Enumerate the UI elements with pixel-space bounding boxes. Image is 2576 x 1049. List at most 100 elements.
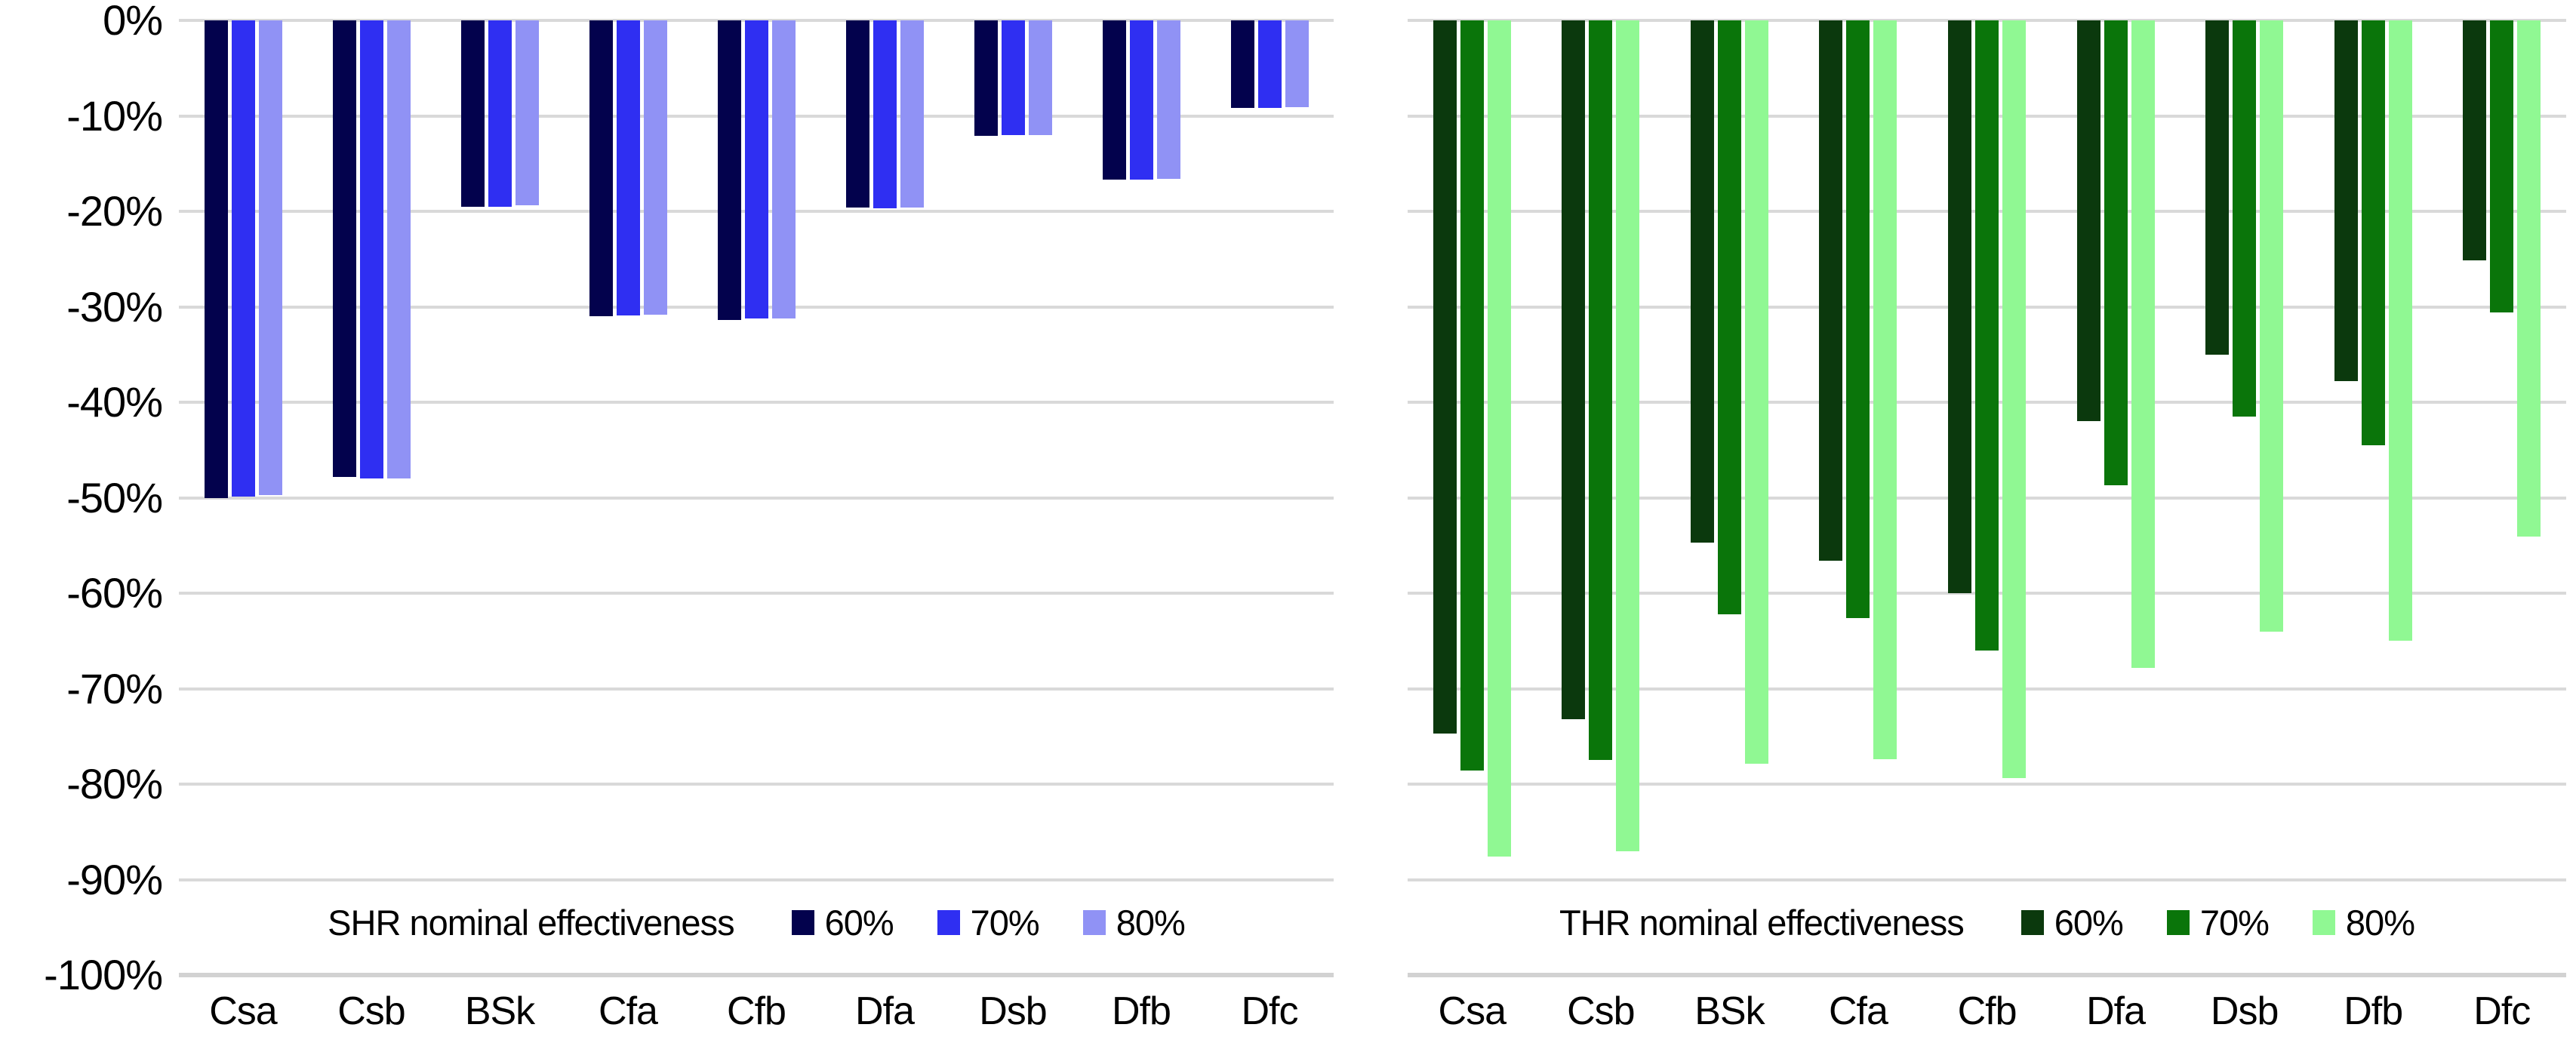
thr-bar-Cfb-70pct xyxy=(1975,20,1999,651)
thr-bar-Cfb-80pct xyxy=(2002,20,2027,779)
thr-legend-item-80pct: 80% xyxy=(2312,902,2415,943)
thr-bar-Csb-70pct xyxy=(1589,20,1613,761)
thr-group-Dfb xyxy=(2309,20,2438,975)
y-tick-label--20pct: -20% xyxy=(66,187,163,235)
thr-bar-Csb-60pct xyxy=(1562,20,1586,719)
thr-group-Cfb xyxy=(1922,20,2051,975)
shr-legend-item-70pct: 70% xyxy=(937,902,1040,943)
thr-legend: THR nominal effectiveness 60% 70% 80% xyxy=(1408,902,2566,943)
thr-x-label-BSk: BSk xyxy=(1694,989,1765,1033)
thr-bar-Dsb-80pct xyxy=(2260,20,2284,632)
shr-bar-Csa-70pct xyxy=(231,20,255,497)
shr-legend-item-60pct: 60% xyxy=(791,902,894,943)
thr-bar-Csb-80pct xyxy=(1616,20,1640,851)
gridline--70pct xyxy=(179,687,1334,691)
thr-bar-Dfc-80pct xyxy=(2517,20,2541,537)
shr-legend-label-60pct: 60% xyxy=(824,903,894,943)
shr-legend-item-80pct: 80% xyxy=(1082,902,1186,943)
thr-legend-item-60pct: 60% xyxy=(2020,902,2124,943)
y-tick-label--40pct: -40% xyxy=(66,378,163,426)
thr-group-Cfa xyxy=(1794,20,1923,975)
shr-y-axis: 0% -10% -20% -30% -40% -50% -60% -70% -80% -90% -1… xyxy=(0,0,163,1049)
shr-group-Dfc xyxy=(1205,20,1334,975)
shr-bar-BSk-70pct xyxy=(488,20,512,207)
shr-bar-Csb-80pct xyxy=(386,20,411,479)
thr-bar-Csa-60pct xyxy=(1433,20,1457,734)
thr-bar-Dfb-60pct xyxy=(2334,20,2358,382)
thr-x-label-Dsb: Dsb xyxy=(2210,989,2279,1033)
shr-bar-Dfa-60pct xyxy=(845,20,869,208)
shr-bar-Dfb-70pct xyxy=(1129,20,1153,180)
y-tick-label--100pct: -100% xyxy=(44,951,163,998)
shr-legend-items: 60% 70% 80% xyxy=(791,902,1186,943)
thr-group-Dfc xyxy=(2438,20,2567,975)
thr-x-label-Csa: Csa xyxy=(1438,989,1507,1033)
gridline--80pct xyxy=(1408,783,2566,786)
shr-plot-area: SHR nominal effectiveness 60% 70% 80% xyxy=(179,19,1334,977)
y-tick-label--30pct: -30% xyxy=(66,282,163,331)
y-tick-label--90pct: -90% xyxy=(66,855,163,903)
shr-bar-Dfc-70pct xyxy=(1257,20,1282,109)
thr-bar-Dfa-70pct xyxy=(2104,20,2128,486)
shr-legend-swatch-60pct xyxy=(791,910,814,935)
thr-legend-label-60pct: 60% xyxy=(2054,903,2124,943)
y-tick-label--50pct: -50% xyxy=(66,473,163,521)
gridline--90pct xyxy=(179,878,1334,881)
shr-group-Cfb xyxy=(692,20,820,975)
thr-bar-Csa-70pct xyxy=(1460,20,1484,771)
thr-bar-Dfb-70pct xyxy=(2361,20,2385,445)
shr-x-label-Csb: Csb xyxy=(337,989,405,1033)
thr-group-BSk xyxy=(1665,20,1794,975)
y-tick-label-0pct: 0% xyxy=(103,0,163,44)
thr-bar-Dfb-80pct xyxy=(2388,20,2412,641)
y-tick-label--10pct: -10% xyxy=(66,91,163,140)
shr-x-label-Dfc: Dfc xyxy=(1241,989,1299,1033)
gridline--70pct xyxy=(1408,687,2566,691)
thr-legend-title: THR nominal effectiveness xyxy=(1559,903,1965,943)
shr-bar-Dfa-80pct xyxy=(900,20,924,208)
shr-legend-label-70pct: 70% xyxy=(970,903,1040,943)
thr-plot-area: THR nominal effectiveness 60% 70% 80% xyxy=(1408,19,2566,977)
shr-bar-Dfa-70pct xyxy=(873,20,897,209)
thr-bar-Dfc-60pct xyxy=(2463,20,2487,260)
thr-x-label-Dfb: Dfb xyxy=(2344,989,2403,1033)
thr-group-Dsb xyxy=(2180,20,2309,975)
shr-chart: 0% -10% -20% -30% -40% -50% -60% -70% -80% -90% -1… xyxy=(0,0,1334,1049)
shr-bar-Cfa-60pct xyxy=(589,20,613,317)
shr-legend-title: SHR nominal effectiveness xyxy=(328,903,734,943)
shr-group-Csa xyxy=(179,20,307,975)
shr-legend-label-80pct: 80% xyxy=(1116,903,1186,943)
thr-x-label-Dfc: Dfc xyxy=(2473,989,2531,1033)
gridline--100pct xyxy=(179,973,1334,977)
shr-legend-swatch-70pct xyxy=(937,910,960,935)
shr-bar-Dfb-80pct xyxy=(1156,20,1180,179)
thr-legend-swatch-80pct xyxy=(2312,910,2335,935)
thr-bar-Cfa-70pct xyxy=(1846,20,1870,618)
thr-bar-Dsb-70pct xyxy=(2233,20,2257,417)
thr-legend-items: 60% 70% 80% xyxy=(2020,902,2415,943)
thr-bar-Cfa-80pct xyxy=(1873,20,1897,760)
gridline--60pct xyxy=(179,592,1334,595)
shr-x-label-Csa: Csa xyxy=(209,989,277,1033)
shr-bar-Dfb-60pct xyxy=(1102,20,1126,180)
gridline--80pct xyxy=(179,783,1334,786)
shr-bar-Cfb-60pct xyxy=(717,20,741,321)
shr-category-labels: Csa Csb BSk Cfa Cfb Dfa Dsb Dfb Dfc xyxy=(179,989,1334,1034)
shr-group-BSk xyxy=(435,20,564,975)
thr-x-label-Cfa: Cfa xyxy=(1829,989,1888,1033)
thr-bar-groups xyxy=(1408,20,2566,975)
shr-bar-Dsb-80pct xyxy=(1028,20,1052,135)
shr-bar-Cfb-80pct xyxy=(771,20,796,318)
thr-bar-Cfa-60pct xyxy=(1819,20,1843,561)
thr-x-label-Cfb: Cfb xyxy=(1957,989,2017,1033)
shr-x-label-Dfb: Dfb xyxy=(1112,989,1171,1033)
thr-category-labels: Csa Csb BSk Cfa Cfb Dfa Dsb Dfb Dfc xyxy=(1408,989,2566,1034)
shr-group-Dfa xyxy=(820,20,949,975)
shr-group-Dsb xyxy=(949,20,1077,975)
thr-chart: THR nominal effectiveness 60% 70% 80% Csa C… xyxy=(1366,0,2576,1049)
thr-bar-BSk-70pct xyxy=(1717,20,1741,614)
shr-legend-swatch-80pct xyxy=(1082,910,1106,935)
gridline--40pct xyxy=(179,401,1334,404)
gridline--100pct xyxy=(1408,973,2566,977)
